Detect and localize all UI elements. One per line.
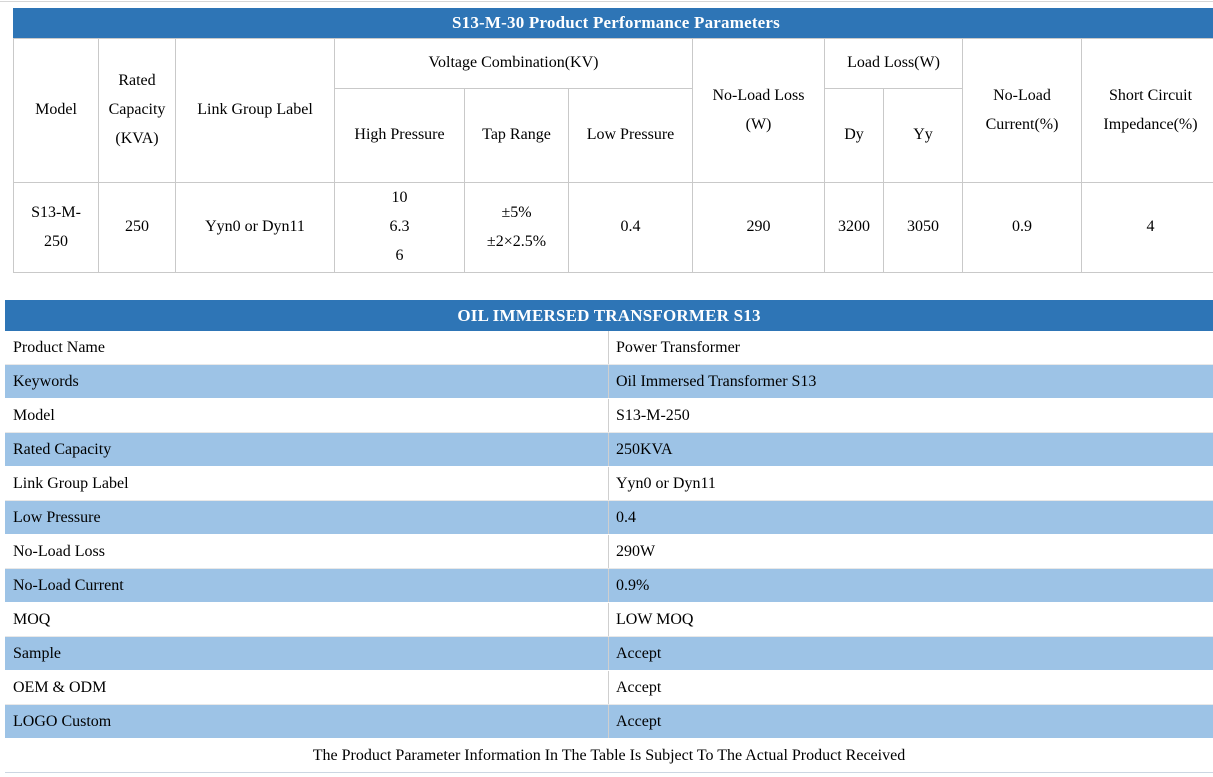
info-row-label: Sample bbox=[13, 645, 61, 662]
cell-model: S13-M-250 bbox=[13, 182, 99, 273]
info-row-value: Yyn0 or Dyn11 bbox=[608, 467, 1213, 500]
info-row-value: 0.4 bbox=[608, 501, 1213, 534]
info-row-label: Low Pressure bbox=[13, 509, 101, 526]
col-header-tap-range: Tap Range bbox=[464, 88, 569, 183]
col-group-voltage-combination: Voltage Combination(KV) bbox=[334, 38, 693, 89]
info-row: MOQ LOW MOQ bbox=[5, 603, 1213, 637]
info-row-value: Accept bbox=[608, 705, 1213, 738]
info-row: Sample Accept bbox=[5, 637, 1213, 671]
info-table-title: OIL IMMERSED TRANSFORMER S13 bbox=[5, 300, 1213, 331]
info-row-value: Power Transformer bbox=[608, 331, 1213, 364]
info-row-value: S13-M-250 bbox=[608, 399, 1213, 432]
col-header-dy: Dy bbox=[824, 88, 884, 183]
cell-high-pressure: 10 6.3 6 bbox=[334, 182, 465, 273]
cell-yy: 3050 bbox=[882, 182, 964, 273]
info-row-label: Link Group Label bbox=[13, 475, 129, 492]
col-group-load-loss: Load Loss(W) bbox=[823, 38, 964, 89]
spec-table: S13-M-30 Product Performance Parameters … bbox=[13, 8, 1213, 273]
cell-tap-range: ±5% ±2×2.5% bbox=[464, 182, 569, 273]
info-table: OIL IMMERSED TRANSFORMER S13 Product Nam… bbox=[5, 300, 1213, 773]
info-row-value: Oil Immersed Transformer S13 bbox=[608, 365, 1213, 398]
cell-rated-capacity: 250 bbox=[98, 182, 176, 273]
info-table-footer: The Product Parameter Information In The… bbox=[5, 739, 1213, 773]
info-row: No-Load Loss 290W bbox=[5, 535, 1213, 569]
info-row-value: 290W bbox=[608, 535, 1213, 568]
info-row: Keywords Oil Immersed Transformer S13 bbox=[5, 365, 1213, 399]
col-header-link-group-label: Link Group Label bbox=[175, 38, 335, 183]
top-divider bbox=[0, 1, 1213, 2]
info-row-label: No-Load Current bbox=[13, 577, 124, 594]
info-row: Rated Capacity 250KVA bbox=[5, 433, 1213, 467]
col-header-high-pressure: High Pressure bbox=[334, 88, 465, 183]
col-header-no-load-current: No-Load Current(%) bbox=[962, 38, 1083, 183]
info-row: Low Pressure 0.4 bbox=[5, 501, 1213, 535]
info-row-label: LOGO Custom bbox=[13, 713, 112, 730]
info-row-value: LOW MOQ bbox=[608, 603, 1213, 636]
spec-table-grid: Model Rated Capacity (KVA) Link Group La… bbox=[13, 38, 1213, 273]
cell-dy: 3200 bbox=[824, 182, 884, 273]
info-row-value: Accept bbox=[608, 637, 1213, 670]
col-header-yy: Yy bbox=[882, 88, 964, 183]
info-row-label: Rated Capacity bbox=[13, 441, 112, 458]
spec-data-row: S13-M-250 250 Yyn0 or Dyn11 10 6.3 6 ±5%… bbox=[13, 182, 1213, 273]
info-row-value: Accept bbox=[608, 671, 1213, 704]
info-row: LOGO Custom Accept bbox=[5, 705, 1213, 739]
col-header-short-circuit-impedance: Short Circuit Impedance(%) bbox=[1081, 38, 1213, 183]
info-row: Model S13-M-250 bbox=[5, 399, 1213, 433]
info-row-label: Model bbox=[13, 407, 55, 424]
col-header-no-load-loss: No-Load Loss (W) bbox=[692, 38, 825, 183]
info-rows: Product Name Power Transformer Keywords … bbox=[5, 331, 1213, 739]
cell-low-pressure: 0.4 bbox=[568, 182, 693, 273]
cell-short-circuit-impedance: 4 bbox=[1081, 182, 1213, 273]
col-header-low-pressure: Low Pressure bbox=[568, 88, 693, 183]
col-header-model: Model bbox=[13, 38, 99, 183]
info-row-label: MOQ bbox=[13, 611, 51, 628]
info-row-value: 250KVA bbox=[608, 433, 1213, 466]
info-row-label: Product Name bbox=[13, 339, 105, 356]
info-row-label: OEM & ODM bbox=[13, 679, 107, 696]
cell-no-load-current: 0.9 bbox=[962, 182, 1083, 273]
info-row: No-Load Current 0.9% bbox=[5, 569, 1213, 603]
spec-table-title: S13-M-30 Product Performance Parameters bbox=[13, 8, 1213, 38]
info-row-value: 0.9% bbox=[608, 569, 1213, 602]
info-row: OEM & ODM Accept bbox=[5, 671, 1213, 705]
info-row: Link Group Label Yyn0 or Dyn11 bbox=[5, 467, 1213, 501]
info-row: Product Name Power Transformer bbox=[5, 331, 1213, 365]
cell-no-load-loss: 290 bbox=[692, 182, 825, 273]
info-row-label: Keywords bbox=[13, 373, 79, 390]
col-header-rated-capacity: Rated Capacity (KVA) bbox=[98, 38, 176, 183]
cell-link-group-label: Yyn0 or Dyn11 bbox=[175, 182, 335, 273]
info-row-label: No-Load Loss bbox=[13, 543, 105, 560]
